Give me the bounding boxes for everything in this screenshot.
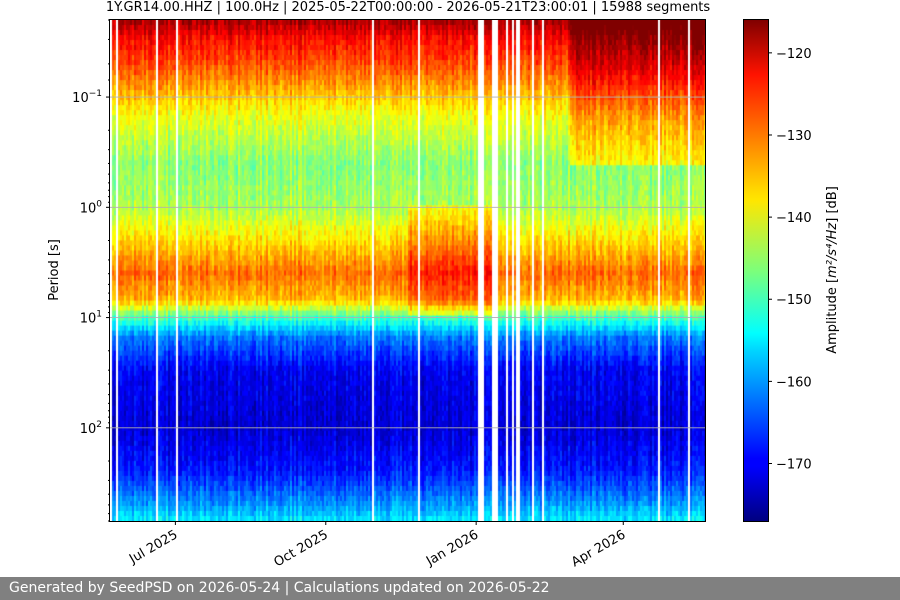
x-tick-label: Oct 2025 — [272, 527, 331, 570]
y-axis-label: Period [s] — [47, 239, 62, 301]
colorbar-tick-label: −130 — [776, 129, 812, 144]
x-tick-label: Jul 2025 — [126, 527, 180, 567]
grid-lines — [110, 96, 705, 429]
psd-spectrogram-figure: 1Y.GR14.00.HHZ | 100.0Hz | 2025-05-22T00… — [47, 0, 840, 570]
heatmap-area — [110, 20, 705, 521]
colorbar-tick-label: −160 — [776, 375, 812, 390]
heatmap-raster — [110, 20, 705, 521]
x-tick-label: Apr 2026 — [569, 527, 628, 570]
colorbar-axis: −120 −130 −140 −150 −160 −170 — [768, 47, 812, 473]
colorbar-label: Amplitude [m²/s⁴/Hz] [dB] — [825, 186, 840, 354]
y-tick-label: 102 — [80, 420, 102, 437]
y-tick-label: 101 — [80, 310, 102, 327]
x-tick-label: Jan 2026 — [423, 527, 481, 569]
colorbar — [743, 19, 769, 522]
colorbar-tick-label: −120 — [776, 47, 812, 62]
chart-title: 1Y.GR14.00.HHZ | 100.0Hz | 2025-05-22T00… — [106, 0, 711, 15]
colorbar-tick-label: −170 — [776, 458, 812, 473]
x-axis: Jul 2025 Oct 2025 Jan 2026 Apr 2026 — [126, 521, 628, 570]
plot-frame — [109, 19, 706, 522]
colorbar-tick-label: −150 — [776, 293, 812, 308]
y-axis: 10−1 100 101 102 — [72, 19, 110, 522]
y-tick-label: 100 — [80, 199, 103, 216]
colorbar-tick-label: −140 — [776, 211, 812, 226]
y-tick-label: 10−1 — [72, 89, 102, 106]
footer-bar: Generated by SeedPSD on 2026-05-24 | Cal… — [0, 577, 900, 600]
